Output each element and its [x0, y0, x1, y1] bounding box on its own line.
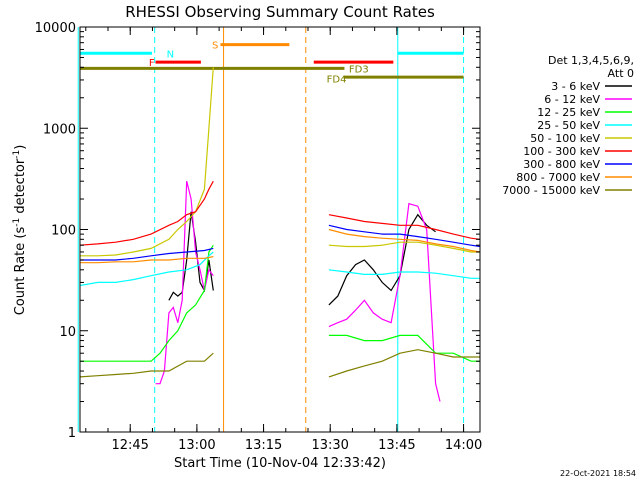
y-tick-label: 10 [59, 325, 76, 340]
series-6-12-kev-seg1 [155, 181, 214, 385]
legend-entry-label: 50 - 100 keV [530, 132, 600, 145]
y-tick-label: 100 [51, 224, 76, 239]
y-label-part-2: detector [13, 158, 28, 218]
flag-label-fd3: FD3 [349, 64, 369, 75]
y-label-sup-2: -1 [12, 150, 22, 159]
series-800-7000-kev-seg1 [80, 256, 214, 264]
x-tick-label: 13:45 [378, 438, 415, 453]
series-6-12-kev-seg2 [328, 202, 441, 402]
chart-title: RHESSI Observing Summary Count Rates [125, 3, 435, 21]
series-25-50-kev-seg1 [79, 251, 214, 287]
y-tick-label: 10000 [35, 21, 76, 36]
x-tick-label: 14:00 [445, 438, 482, 453]
flag-label-fd4: FD4 [327, 74, 347, 85]
series-25-50-kev-seg2 [328, 269, 480, 279]
footer-date: 22-Oct-2021 18:54 [560, 469, 636, 478]
flag-label-n: N [167, 49, 174, 60]
axes: 1 10 100 1000 10000 12:45 13:00 13:15 13:30 13:45… [35, 21, 483, 453]
flag-label-s: S [212, 41, 218, 52]
x-tick-label: 12:45 [111, 438, 148, 453]
legend-entry-label: 7000 - 15000 keV [502, 184, 600, 197]
x-axis-label: Start Time (10-Nov-04 12:33:42) [174, 456, 386, 471]
series-300-800-kev-seg1 [80, 247, 214, 261]
legend-entry-label: 25 - 50 keV [537, 119, 600, 132]
legend-entry-label: 6 - 12 keV [544, 93, 600, 106]
series-50-100-kev-seg1 [80, 67, 214, 257]
legend-entry-label: 100 - 300 keV [523, 145, 600, 158]
y-axis-label: Count Rate (s-1 detector-1) [12, 145, 28, 316]
legend-entry-label: 12 - 25 keV [537, 106, 600, 119]
y-label-part-3: ) [13, 145, 28, 150]
series-100-300-kev-seg1 [79, 180, 214, 246]
legend-entry-label: 800 - 7000 keV [516, 171, 600, 184]
x-tick-label: 13:00 [178, 438, 215, 453]
series-300-800-kev-seg2 [328, 224, 481, 248]
legend-header-line: Det 1,3,4,5,6,9, [548, 54, 634, 67]
legend-entry-label: 300 - 800 keV [523, 158, 600, 171]
series-50-100-kev-seg2 [328, 241, 480, 253]
plot-frame [79, 26, 481, 433]
y-tick-label: 1 [68, 426, 76, 441]
y-tick-label: 1000 [43, 122, 76, 137]
x-tick-label: 13:30 [311, 438, 348, 453]
series-7000-15000-kev-seg1 [79, 352, 214, 378]
series-100-300-kev-seg2 [328, 214, 481, 240]
series-7000-15000-kev-seg2 [328, 349, 480, 378]
x-tick-label: 13:15 [245, 438, 282, 453]
y-label-sup-1: -1 [12, 218, 22, 227]
series-800-7000-kev-seg2 [328, 228, 481, 253]
flag-label-f: F [149, 58, 155, 69]
legend-entry-label: 3 - 6 keV [551, 80, 600, 93]
y-label-part-1: Count Rate (s [13, 227, 28, 316]
series-12-25-kev-seg1 [80, 244, 214, 362]
legend-header-line: Att 0 [608, 67, 634, 80]
series-3-6-kev-seg2 [328, 213, 436, 306]
series-3-6-kev-seg1 [168, 211, 214, 301]
